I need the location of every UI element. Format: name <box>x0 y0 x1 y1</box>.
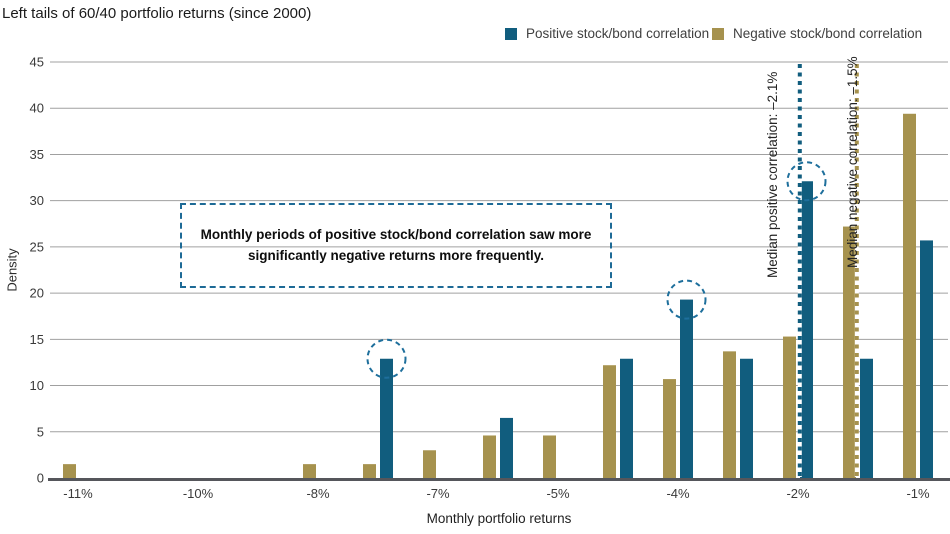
bar-negative <box>843 226 856 478</box>
x-tick-label: -10% <box>183 486 214 501</box>
bar-negative <box>363 464 376 478</box>
bar-negative <box>63 464 76 478</box>
bar-positive <box>920 240 933 478</box>
legend-item-positive: Positive stock/bond correlation <box>505 26 709 41</box>
y-tick-label: 35 <box>30 147 44 162</box>
annotation-callout: Monthly periods of positive stock/bond c… <box>180 203 612 288</box>
y-tick-label: 0 <box>37 471 44 486</box>
highlight-circle <box>366 338 407 379</box>
bar-negative <box>903 113 916 478</box>
bar-negative <box>483 435 496 478</box>
median-negative-line-label: Median negative correlation: –1.5% <box>845 56 860 268</box>
y-tick-label: 20 <box>30 286 44 301</box>
annotation-line-2: significantly negative returns more freq… <box>247 247 545 263</box>
bar-negative <box>303 464 316 478</box>
y-axis-title: Density <box>4 248 20 292</box>
bar-negative <box>543 435 556 478</box>
x-tick-label: -2% <box>786 486 810 501</box>
bar-negative <box>723 351 736 478</box>
y-tick-label: 40 <box>30 101 44 116</box>
bar-positive <box>380 358 393 478</box>
y-tick-label: 10 <box>30 378 44 393</box>
bar-positive <box>860 358 873 478</box>
bar-positive <box>620 358 633 478</box>
y-tick-label: 5 <box>37 424 44 439</box>
x-axis-title: Monthly portfolio returns <box>426 511 572 526</box>
chart-title: Left tails of 60/40 portfolio returns (s… <box>2 5 312 22</box>
bar-positive <box>500 417 513 478</box>
y-tick-label: 25 <box>30 239 44 254</box>
legend-label-negative: Negative stock/bond correlation <box>733 26 923 41</box>
y-tick-label: 45 <box>30 55 44 70</box>
highlight-circle <box>666 279 707 320</box>
bar-positive <box>680 299 693 478</box>
bar-positive <box>740 358 753 478</box>
legend-item-negative: Negative stock/bond correlation <box>712 26 922 41</box>
bar-negative <box>663 379 676 478</box>
x-tick-label: -5% <box>546 486 570 501</box>
x-tick-label: -4% <box>666 486 690 501</box>
x-tick-label: -7% <box>426 486 450 501</box>
bar-positive <box>800 181 813 478</box>
legend-label-positive: Positive stock/bond correlation <box>526 26 710 41</box>
legend-swatch-negative-icon <box>712 27 724 40</box>
bar-negative <box>603 365 616 478</box>
bar-negative <box>423 450 436 478</box>
y-tick-label: 15 <box>30 332 44 347</box>
x-tick-label: -11% <box>63 486 93 501</box>
x-tick-label: -1% <box>906 486 930 501</box>
bar-negative <box>783 336 796 478</box>
legend-swatch-positive-icon <box>505 27 517 40</box>
median-positive-line-label: Median positive correlation: –2.1% <box>765 71 780 278</box>
x-tick-label: -8% <box>306 486 330 501</box>
annotation-line-1: Monthly periods of positive stock/bond c… <box>200 227 592 243</box>
highlight-circle <box>786 161 827 202</box>
y-tick-label: 30 <box>30 193 44 208</box>
